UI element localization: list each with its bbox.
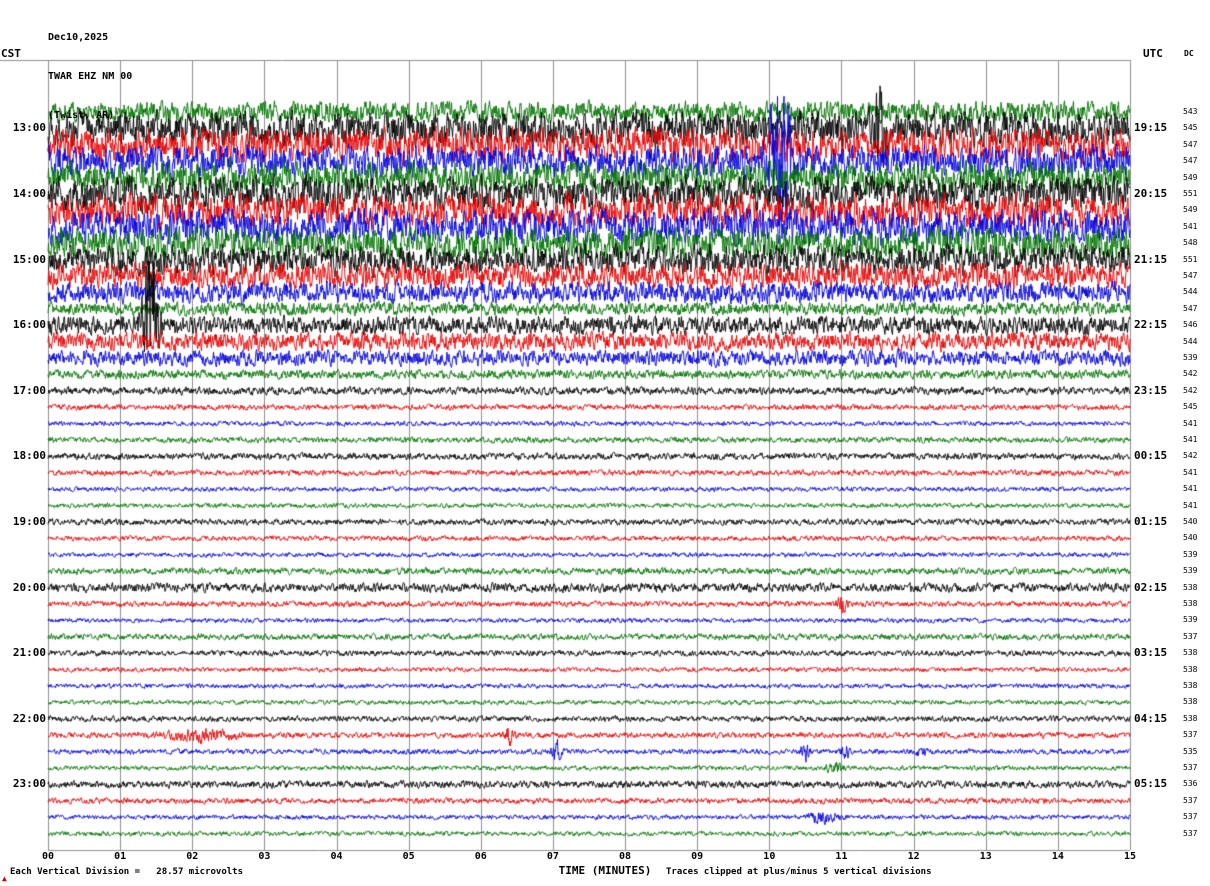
dc-offset-value: 538 — [1183, 697, 1198, 707]
utc-hour-label: 03:15 — [1134, 646, 1168, 660]
dc-offset-value: 537 — [1183, 763, 1198, 772]
utc-hour-label: 23:15 — [1134, 383, 1168, 397]
x-axis-tick: 09 — [691, 851, 704, 862]
dc-offset-value: 541 — [1183, 500, 1198, 510]
cst-hour-label: 20:00 — [12, 580, 46, 594]
x-axis-tick: 04 — [330, 851, 343, 862]
dc-offset-value: 538 — [1183, 681, 1198, 690]
dc-offset-value: 537 — [1183, 730, 1198, 740]
x-axis-tick: 14 — [1051, 851, 1064, 862]
dc-offset-value: 539 — [1183, 353, 1198, 362]
cst-hour-label: 22:00 — [12, 711, 46, 725]
dc-offset-value: 544 — [1183, 336, 1198, 346]
dc-offset-value: 547 — [1183, 139, 1198, 149]
dc-offset-value: 537 — [1183, 795, 1198, 805]
dc-offset-value: 537 — [1183, 631, 1198, 641]
x-axis-tick: 08 — [619, 851, 632, 862]
dc-offset-value: 541 — [1183, 484, 1198, 494]
cst-hour-label: 17:00 — [12, 383, 46, 397]
dc-axis-label: DC — [1184, 49, 1194, 58]
dc-offset-value: 547 — [1183, 303, 1198, 313]
cst-hour-label: 13:00 — [12, 121, 46, 135]
cst-hour-label: 14:00 — [12, 187, 46, 200]
title-date: Dec10,2025 — [48, 32, 109, 43]
dc-offset-value: 542 — [1183, 385, 1198, 395]
dc-offset-value: 543 — [1183, 107, 1198, 116]
dc-offset-value: 540 — [1183, 517, 1198, 526]
dc-offset-value: 538 — [1183, 713, 1198, 723]
dc-offset-value: 541 — [1183, 221, 1198, 231]
dc-offset-value: 541 — [1183, 467, 1198, 477]
x-axis-tick: 07 — [546, 851, 559, 862]
dc-offset-value: 539 — [1183, 549, 1198, 559]
x-axis-tick: 01 — [114, 851, 127, 862]
dc-offset-value: 537 — [1183, 812, 1198, 822]
cst-hour-label: 16:00 — [12, 318, 46, 332]
utc-hour-label: 19:15 — [1134, 121, 1168, 135]
dc-offset-value: 551 — [1183, 189, 1198, 198]
utc-hour-label: 05:15 — [1134, 777, 1168, 791]
x-axis-tick: 02 — [186, 851, 199, 862]
dc-offset-value: 538 — [1183, 599, 1198, 608]
red-marker: ▲ — [2, 874, 7, 883]
x-axis-tick: 03 — [258, 851, 271, 862]
utc-hour-label: 22:15 — [1134, 318, 1168, 332]
dc-offset-value: 546 — [1183, 320, 1198, 330]
x-axis-tick: 10 — [763, 851, 776, 862]
utc-hour-label: 02:15 — [1134, 580, 1168, 594]
cst-axis-label: CST — [1, 47, 21, 60]
title-block: Dec10,2025 TWAR EHZ NM 00 (Twist, AR) — [48, 5, 132, 148]
x-axis-title: TIME (MINUTES) — [558, 864, 652, 877]
cst-hour-label: 23:00 — [12, 777, 46, 791]
cst-hour-label: 18:00 — [12, 449, 46, 463]
x-axis-tick: 12 — [907, 851, 920, 862]
title-station: TWAR EHZ NM 00 — [48, 71, 133, 82]
utc-hour-label: 00:15 — [1134, 449, 1168, 463]
dc-offset-value: 544 — [1183, 287, 1198, 297]
dc-offset-value: 538 — [1183, 648, 1198, 658]
utc-hour-label: 01:15 — [1134, 515, 1168, 528]
dc-offset-value: 539 — [1183, 566, 1198, 576]
dc-offset-value: 549 — [1183, 205, 1198, 215]
cst-hour-label: 15:00 — [12, 252, 46, 266]
utc-hour-label: 20:15 — [1134, 187, 1168, 200]
dc-offset-value: 548 — [1183, 238, 1198, 248]
dc-offset-value: 540 — [1183, 533, 1198, 543]
x-axis-tick: 11 — [835, 851, 848, 862]
x-axis-tick: 05 — [402, 851, 415, 862]
dc-offset-value: 545 — [1183, 402, 1198, 412]
dc-offset-value: 545 — [1183, 123, 1198, 133]
dc-offset-value: 547 — [1183, 156, 1198, 166]
cst-hour-label: 19:00 — [12, 515, 46, 528]
dc-offset-value: 536 — [1183, 779, 1198, 789]
utc-hour-label: 21:15 — [1134, 252, 1168, 266]
utc-hour-label: 04:15 — [1134, 711, 1168, 725]
x-axis-tick: 06 — [474, 851, 487, 862]
dc-offset-value: 538 — [1183, 664, 1198, 674]
x-axis-tick: 00 — [41, 851, 55, 862]
x-axis-tick: 13 — [979, 851, 992, 862]
x-axis-tick: 15 — [1123, 851, 1137, 862]
dc-offset-value: 542 — [1183, 369, 1198, 379]
title-location: (Twist, AR) — [48, 110, 115, 121]
dc-offset-value: 535 — [1183, 746, 1198, 756]
dc-offset-value: 541 — [1183, 435, 1198, 444]
dc-offset-value: 538 — [1183, 582, 1198, 592]
dc-offset-value: 547 — [1183, 271, 1198, 280]
cst-hour-label: 21:00 — [12, 646, 46, 660]
dc-offset-value: 541 — [1183, 418, 1198, 428]
vertical-division-note: Each Vertical Division = 28.57 microvolt… — [10, 867, 243, 877]
utc-axis-label: UTC — [1143, 47, 1163, 60]
dc-offset-value: 542 — [1183, 451, 1198, 461]
dc-offset-value: 549 — [1183, 172, 1198, 182]
clip-note: Traces clipped at plus/minus 5 vertical … — [666, 867, 932, 877]
dc-offset-value: 539 — [1183, 615, 1198, 625]
dc-offset-value: 551 — [1183, 254, 1198, 264]
dc-offset-value: 537 — [1183, 828, 1198, 838]
